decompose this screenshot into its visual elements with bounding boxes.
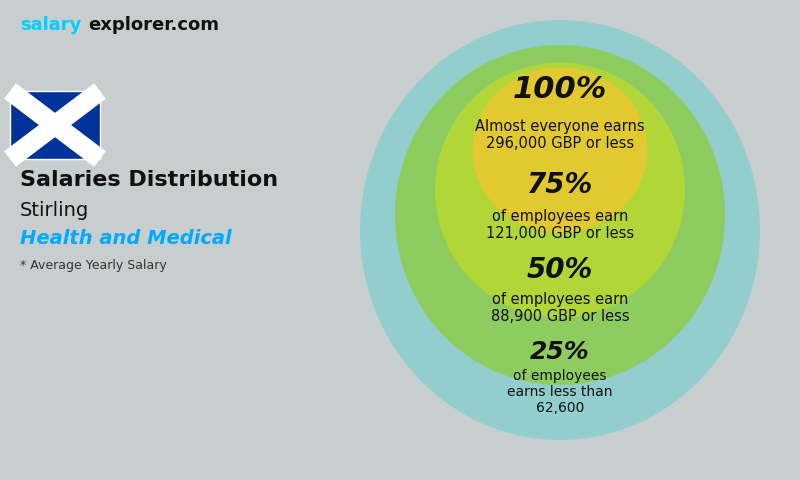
Text: Almost everyone earns
296,000 GBP or less: Almost everyone earns 296,000 GBP or les… xyxy=(475,119,645,151)
Ellipse shape xyxy=(435,62,685,317)
Text: Salaries Distribution: Salaries Distribution xyxy=(20,170,278,190)
Text: of employees earn
121,000 GBP or less: of employees earn 121,000 GBP or less xyxy=(486,209,634,241)
Text: explorer.com: explorer.com xyxy=(88,16,219,34)
Text: 100%: 100% xyxy=(513,75,607,105)
Text: of employees
earns less than
62,600: of employees earns less than 62,600 xyxy=(507,369,613,415)
Ellipse shape xyxy=(473,68,647,232)
Text: Stirling: Stirling xyxy=(20,201,90,219)
FancyBboxPatch shape xyxy=(10,91,100,159)
Text: 50%: 50% xyxy=(527,256,593,284)
Text: salary: salary xyxy=(20,16,82,34)
Text: 75%: 75% xyxy=(527,171,593,199)
Text: 25%: 25% xyxy=(530,340,590,364)
Text: * Average Yearly Salary: * Average Yearly Salary xyxy=(20,259,166,272)
Text: Health and Medical: Health and Medical xyxy=(20,228,232,248)
Ellipse shape xyxy=(360,20,760,440)
Ellipse shape xyxy=(395,45,725,385)
Text: of employees earn
88,900 GBP or less: of employees earn 88,900 GBP or less xyxy=(490,292,630,324)
